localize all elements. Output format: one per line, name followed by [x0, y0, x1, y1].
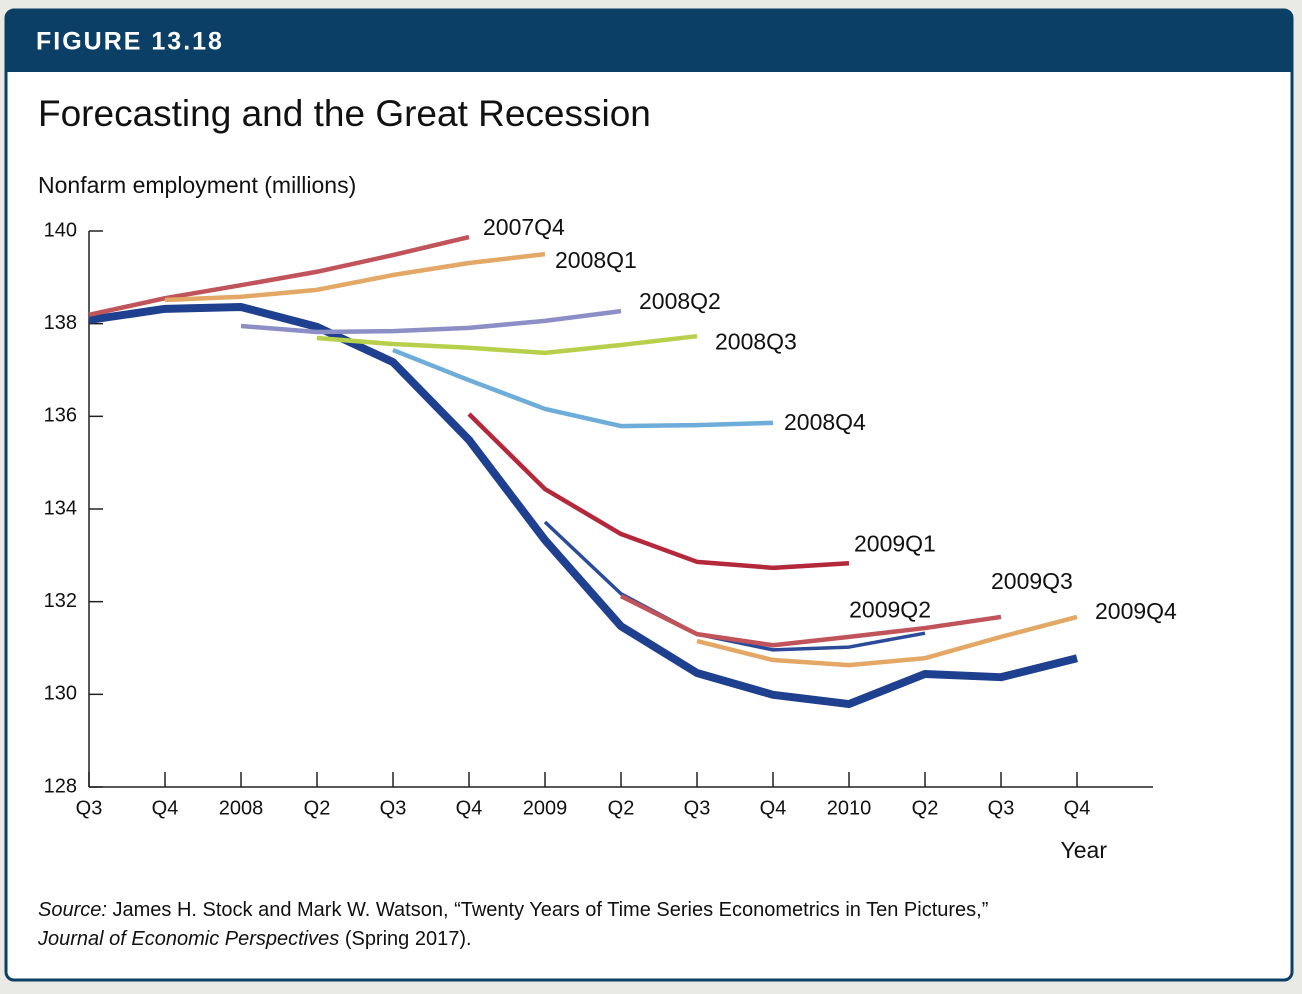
series-label: 2009Q3: [991, 568, 1073, 594]
x-tick-label: Q2: [912, 797, 939, 819]
series-line: [88, 234, 470, 318]
source-text: James H. Stock and Mark W. Watson, “Twen…: [113, 899, 989, 921]
y-tick-label: 138: [44, 312, 77, 334]
series-line: [240, 308, 622, 335]
x-tick-label: Q2: [304, 797, 331, 819]
series-label: 2009Q1: [854, 530, 936, 556]
y-axis-label: Nonfarm employment (millions): [38, 172, 356, 198]
x-tick-label: Q3: [380, 797, 407, 819]
source-journal: Journal of Economic Perspectives: [37, 928, 339, 950]
y-tick-label: 130: [44, 683, 77, 705]
series-label: 2008Q1: [555, 247, 637, 273]
source-line-1: Source: James H. Stock and Mark W. Watso…: [38, 899, 988, 921]
series-label: 2009Q4: [1095, 598, 1177, 624]
x-tick-label: Q4: [1064, 797, 1091, 819]
source-label: Source:: [38, 899, 107, 921]
source-line-2: Journal of Economic Perspectives (Spring…: [37, 928, 472, 950]
x-tick-label: Q4: [456, 797, 483, 819]
x-tick-label: Q2: [608, 797, 635, 819]
y-tick-label: 136: [44, 405, 77, 427]
series-line: [88, 302, 1078, 709]
series-line: [619, 594, 1002, 648]
series-line: [164, 251, 546, 303]
series-label: 2007Q4: [483, 214, 565, 240]
figure-label: FIGURE 13.18: [36, 28, 224, 56]
x-tick-label: Q4: [760, 797, 787, 819]
y-tick-label: 128: [44, 775, 77, 797]
series-label: 2009Q2: [849, 596, 931, 622]
chart-title: Forecasting and the Great Recession: [38, 93, 651, 134]
x-tick-label: Q3: [76, 797, 103, 819]
series-line: [467, 412, 850, 571]
source-detail: (Spring 2017).: [345, 928, 472, 950]
x-axis-label: Year: [1061, 837, 1108, 863]
x-tick-label: 2008: [219, 797, 264, 819]
x-tick-label: 2009: [523, 797, 568, 819]
series-line: [316, 333, 698, 356]
series-label: 2008Q2: [639, 288, 721, 314]
series-line: [392, 347, 774, 429]
series-line: [543, 520, 926, 652]
series-line: [696, 614, 1078, 668]
panel: [4, 8, 1294, 982]
x-tick-label: Q3: [988, 797, 1015, 819]
x-tick-label: Q3: [684, 797, 711, 819]
header-bar: [6, 10, 1292, 72]
y-tick-label: 134: [44, 497, 77, 519]
x-tick-label: Q4: [152, 797, 179, 819]
series-label: 2008Q4: [784, 409, 866, 435]
y-tick-label: 140: [44, 219, 77, 241]
y-tick-label: 132: [44, 590, 77, 612]
x-tick-label: 2010: [827, 797, 872, 819]
series-label: 2008Q3: [715, 328, 797, 354]
